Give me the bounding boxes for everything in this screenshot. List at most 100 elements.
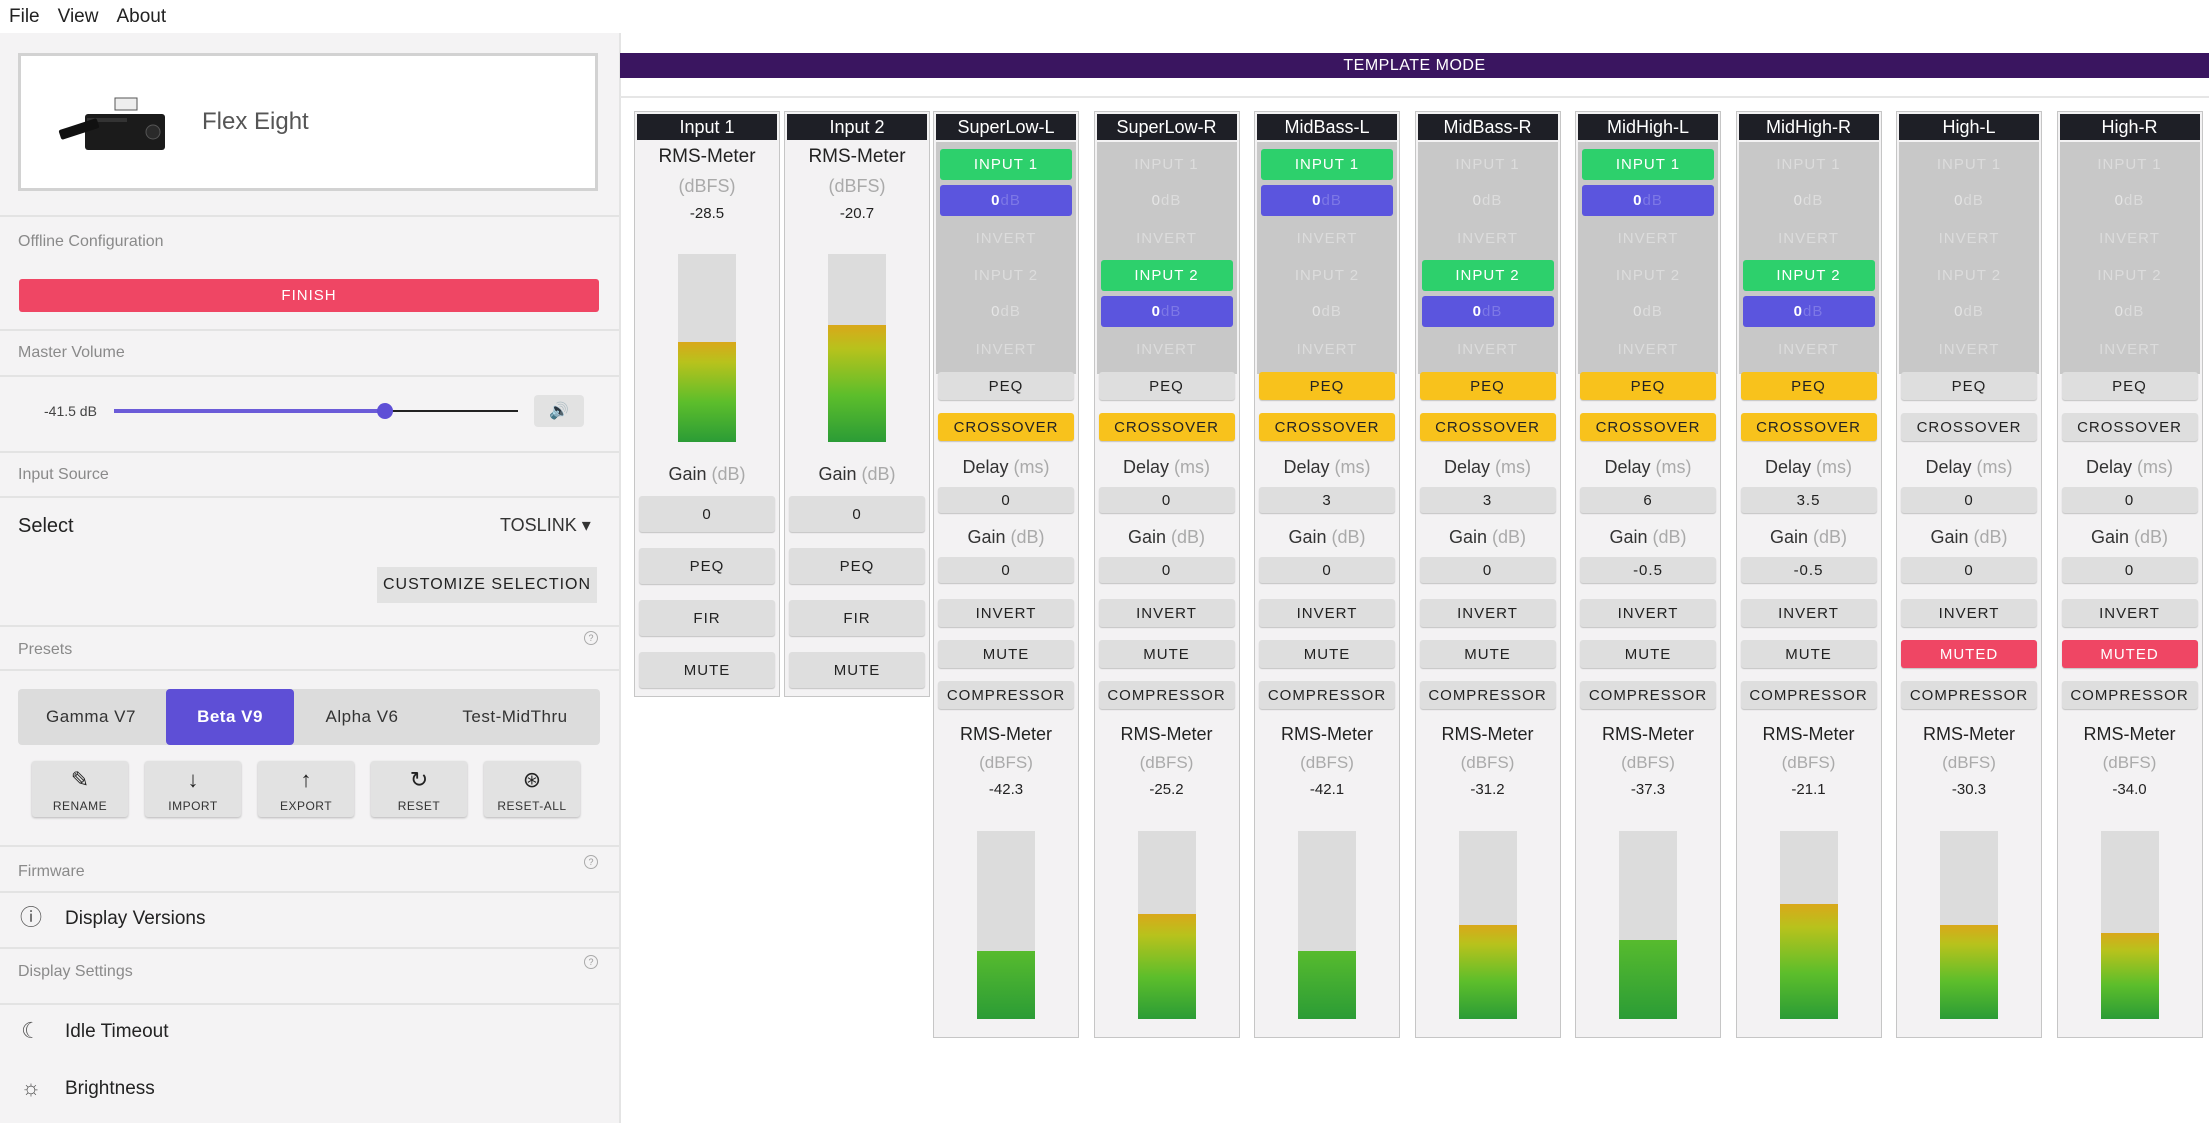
input-2-level[interactable]: 0 dB [940,296,1072,327]
input-1-toggle[interactable]: INPUT 1 [1134,156,1199,173]
gain-value[interactable]: -0.5 [1580,557,1716,583]
finish-button[interactable]: FINISH [19,279,599,312]
menu-file[interactable]: File [9,5,40,27]
peq-button[interactable]: PEQ [1259,372,1395,400]
peq-button[interactable]: PEQ [1419,372,1556,400]
input-1-invert[interactable]: INVERT [1136,230,1197,247]
gain-value[interactable]: 0 [1419,557,1556,583]
input-1-level[interactable]: 0 dB [1582,185,1714,216]
firmware-help-icon[interactable]: ? [584,855,598,869]
input-2-toggle[interactable]: INPUT 2 [973,267,1039,284]
input-1-toggle[interactable]: INPUT 1 [1455,156,1520,173]
invert-button[interactable]: INVERT [1098,599,1235,627]
mute-button[interactable]: MUTE [1419,640,1556,668]
gain-value[interactable]: 0 [1901,557,2037,583]
input-2-level[interactable]: 0 dB [1421,296,1554,327]
peq-button[interactable]: PEQ [789,548,925,584]
reset-button[interactable]: ↻ RESET [371,761,467,817]
invert-button[interactable]: INVERT [1259,599,1395,627]
reset-all-button[interactable]: ⊛ RESET-ALL [484,761,580,817]
preset-tab-alpha-v6[interactable]: Alpha V6 [325,707,399,726]
delay-value[interactable]: 3 [1259,487,1395,513]
peq-button[interactable]: PEQ [2061,372,2198,400]
display-settings-help-icon[interactable]: ? [584,955,598,969]
input-2-toggle[interactable]: INPUT 2 [1421,260,1554,291]
invert-button[interactable]: INVERT [1419,599,1556,627]
input-1-invert[interactable]: INVERT [2099,230,2160,247]
crossover-button[interactable]: CROSSOVER [1740,413,1877,441]
crossover-button[interactable]: CROSSOVER [2061,413,2198,441]
invert-button[interactable]: INVERT [1901,599,2037,627]
customize-selection-button[interactable]: CUSTOMIZE SELECTION [377,567,597,603]
mute-button[interactable]: MUTE [938,640,1074,668]
input-1-level[interactable]: 0 dB [1422,185,1554,216]
crossover-button[interactable]: CROSSOVER [1901,413,2037,441]
input-2-invert[interactable]: INVERT [1778,341,1839,358]
input-2-toggle[interactable]: INPUT 2 [1294,267,1360,284]
input-2-toggle[interactable]: INPUT 2 [1936,267,2002,284]
input-1-toggle[interactable]: INPUT 1 [1936,156,2002,173]
input-2-invert[interactable]: INVERT [1617,341,1679,358]
input-1-invert[interactable]: INVERT [1617,230,1679,247]
input-1-toggle[interactable]: INPUT 1 [1261,149,1393,180]
menu-about[interactable]: About [116,5,167,27]
input-1-toggle[interactable]: INPUT 1 [2097,156,2162,173]
master-volume-slider[interactable] [114,403,518,419]
gain-value[interactable]: 0 [1098,557,1235,583]
delay-value[interactable]: 0 [1098,487,1235,513]
input-2-invert[interactable]: INVERT [1938,341,2000,358]
input-2-invert[interactable]: INVERT [2099,341,2160,358]
compressor-button[interactable]: COMPRESSOR [2061,681,2198,709]
delay-value[interactable]: 6 [1580,487,1716,513]
input-2-toggle[interactable]: INPUT 2 [2097,267,2162,284]
delay-value[interactable]: 0 [2061,487,2198,513]
display-versions-item[interactable]: Display Versions [65,908,206,929]
crossover-button[interactable]: CROSSOVER [1259,413,1395,441]
import-button[interactable]: ↓ IMPORT [145,761,241,817]
input-1-level[interactable]: 0 dB [2064,185,2196,216]
gain-value[interactable]: -0.5 [1740,557,1877,583]
input-2-invert[interactable]: INVERT [1296,341,1358,358]
gain-value[interactable]: 0 [938,557,1074,583]
input-2-toggle[interactable]: INPUT 2 [1100,260,1233,291]
speaker-button[interactable]: 🔊 [534,395,584,427]
input-1-toggle[interactable]: INPUT 1 [940,149,1072,180]
input-1-level[interactable]: 0 dB [940,185,1072,216]
peq-button[interactable]: PEQ [1098,372,1235,400]
invert-button[interactable]: INVERT [938,599,1074,627]
peq-button[interactable]: PEQ [1580,372,1716,400]
compressor-button[interactable]: COMPRESSOR [1740,681,1877,709]
gain-value[interactable]: 0 [2061,557,2198,583]
compressor-button[interactable]: COMPRESSOR [1259,681,1395,709]
mute-button[interactable]: MUTE [1259,640,1395,668]
input-2-toggle[interactable]: INPUT 2 [1742,260,1875,291]
device-card[interactable]: Flex Eight [18,53,598,191]
input-1-level[interactable]: 0 dB [1261,185,1393,216]
compressor-button[interactable]: COMPRESSOR [1901,681,2037,709]
input-2-invert[interactable]: INVERT [1457,341,1518,358]
crossover-button[interactable]: CROSSOVER [1580,413,1716,441]
mute-button[interactable]: MUTE [789,652,925,688]
gain-value[interactable]: 0 [1259,557,1395,583]
gain-value[interactable]: 0 [639,496,775,532]
peq-button[interactable]: PEQ [1901,372,2037,400]
idle-timeout-item[interactable]: Idle Timeout [65,1021,169,1042]
delay-value[interactable]: 0 [1901,487,2037,513]
input-1-invert[interactable]: INVERT [1778,230,1839,247]
input-1-invert[interactable]: INVERT [1296,230,1358,247]
mute-button[interactable]: MUTED [1901,640,2037,668]
delay-value[interactable]: 3 [1419,487,1556,513]
input-2-level[interactable]: 0 dB [1582,296,1714,327]
peq-button[interactable]: PEQ [639,548,775,584]
input-1-toggle[interactable]: INPUT 1 [1776,156,1841,173]
mute-button[interactable]: MUTE [1580,640,1716,668]
delay-value[interactable]: 3.5 [1740,487,1877,513]
compressor-button[interactable]: COMPRESSOR [938,681,1074,709]
crossover-button[interactable]: CROSSOVER [1419,413,1556,441]
delay-value[interactable]: 0 [938,487,1074,513]
input-source-dropdown[interactable]: TOSLINK ▾ [500,515,591,535]
invert-button[interactable]: INVERT [1580,599,1716,627]
rename-button[interactable]: ✎ RENAME [32,761,128,817]
crossover-button[interactable]: CROSSOVER [938,413,1074,441]
compressor-button[interactable]: COMPRESSOR [1580,681,1716,709]
